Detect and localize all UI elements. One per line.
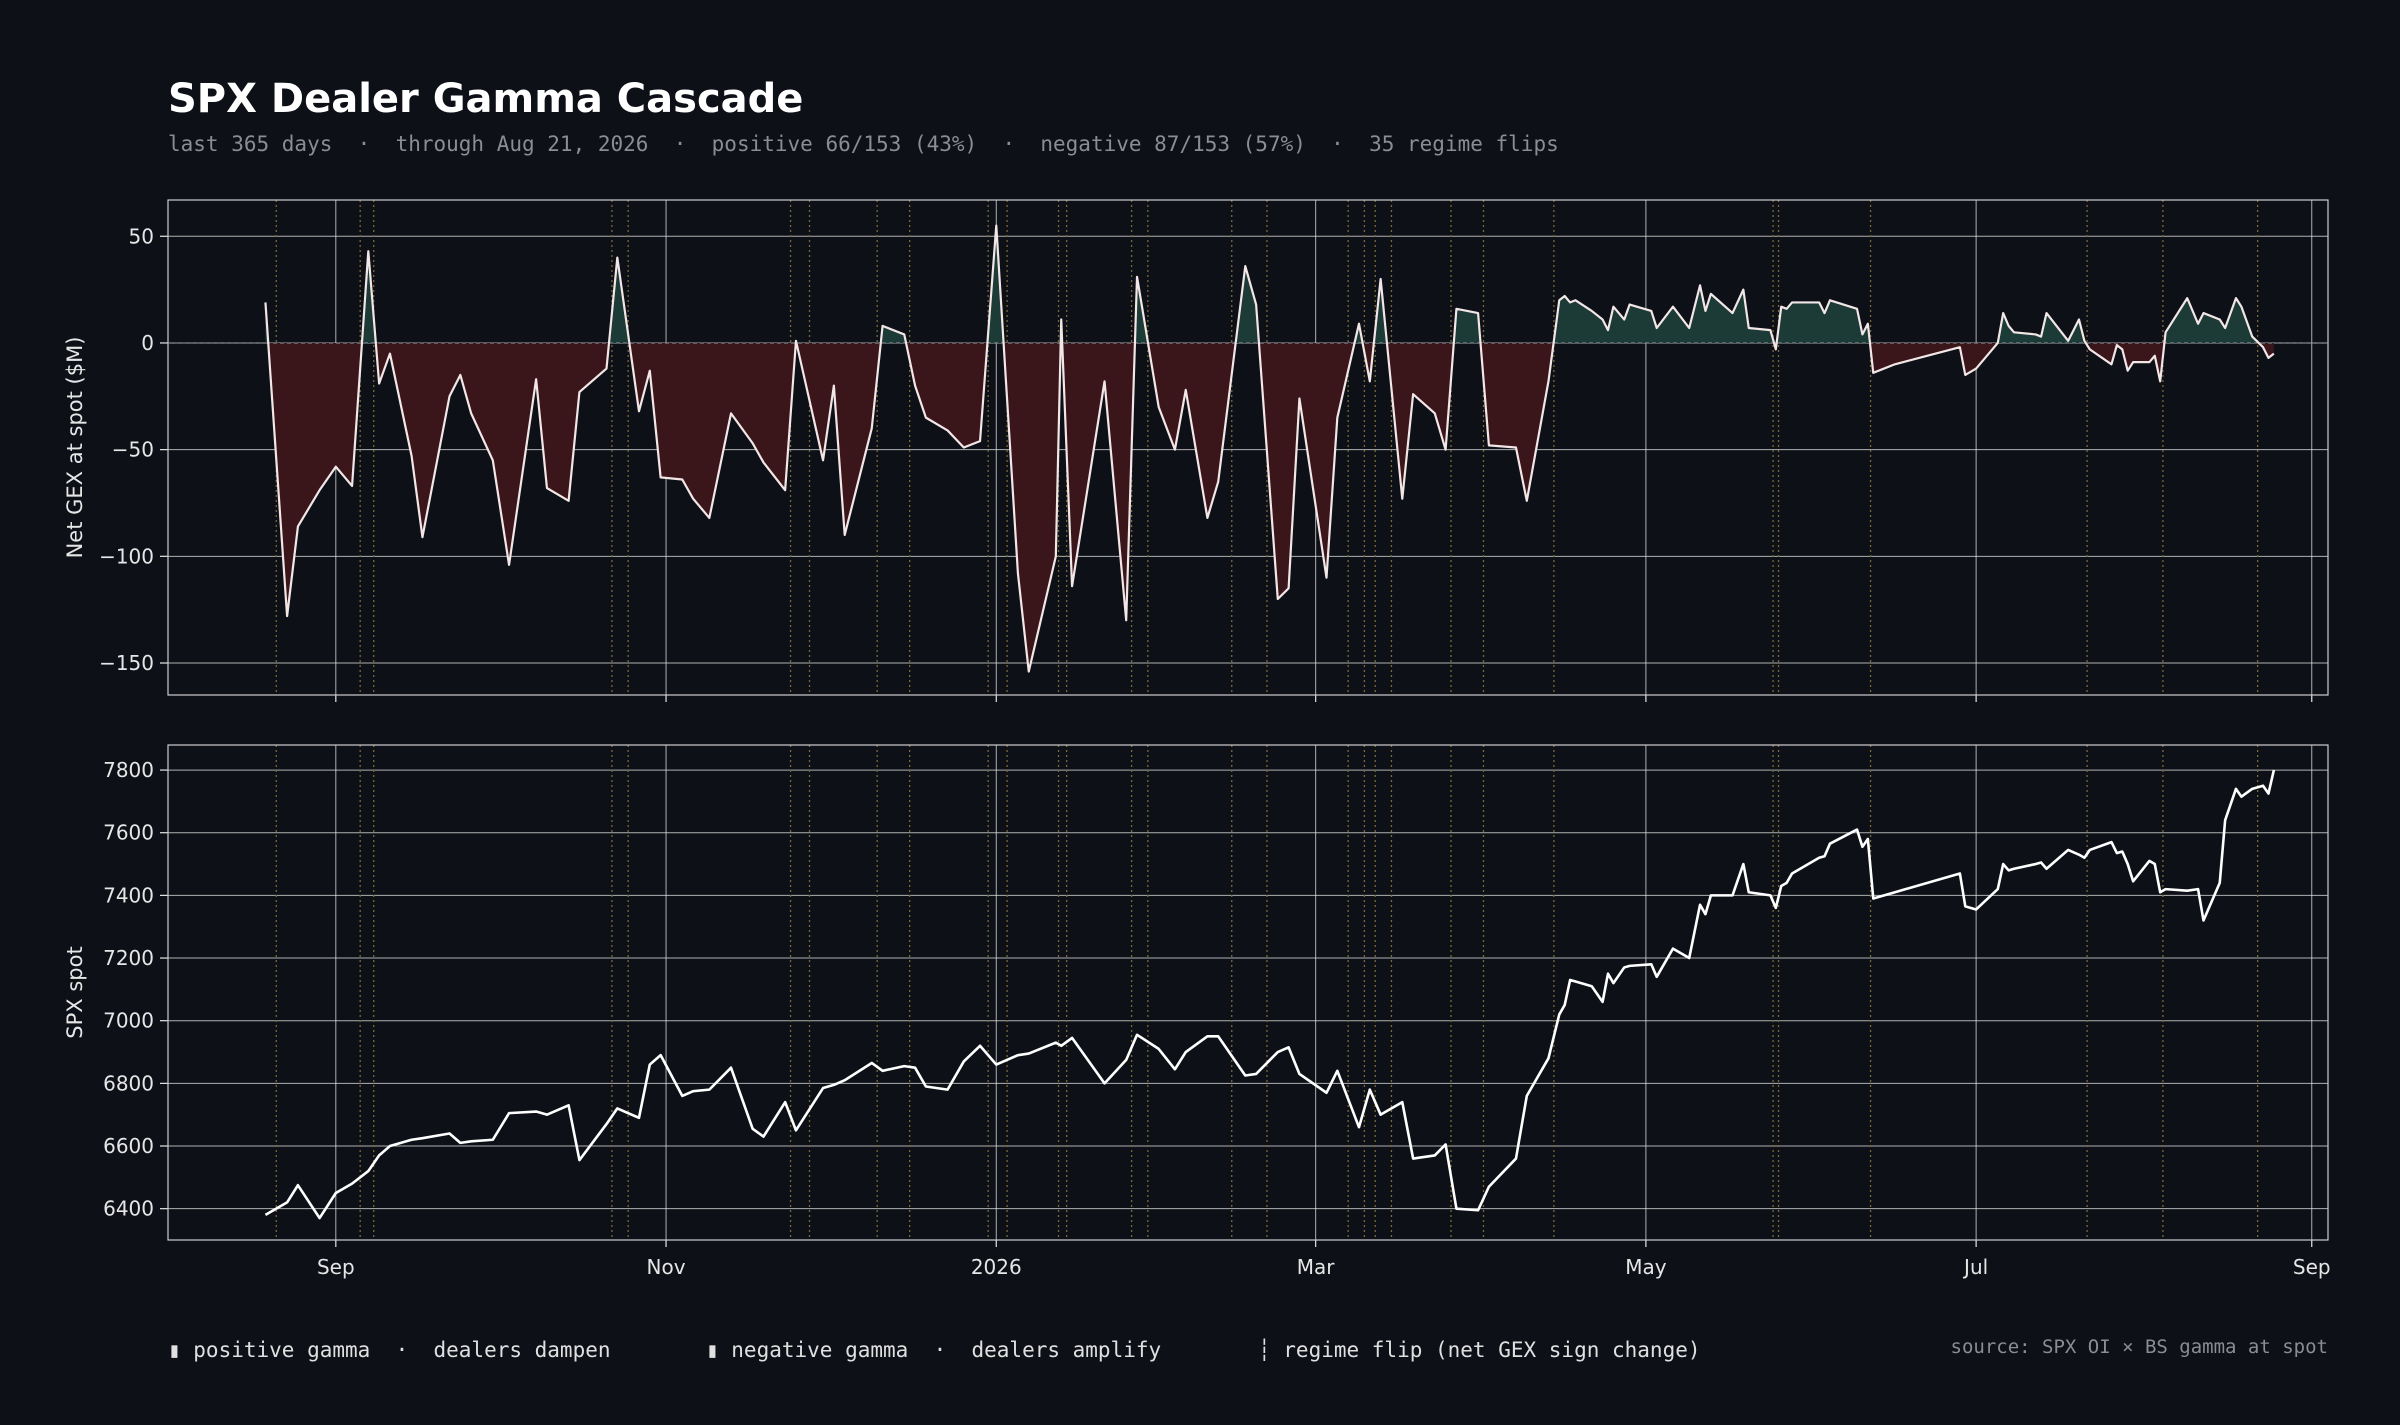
x-tick-label: Sep xyxy=(2293,1255,2331,1279)
x-tick-label: May xyxy=(1625,1255,1667,1279)
y-tick-label: 7600 xyxy=(103,821,154,845)
net-gex-series-line xyxy=(264,224,2275,673)
spot-frame xyxy=(167,744,2329,1241)
chart-title: SPX Dealer Gamma Cascade xyxy=(168,76,804,122)
y-tick-label: 7000 xyxy=(103,1009,154,1033)
spot-y-axis-label: SPX spot xyxy=(63,946,87,1038)
y-tick-label: 0 xyxy=(141,331,154,355)
x-tick-label: Jul xyxy=(1962,1255,1988,1279)
y-tick-label: 7400 xyxy=(103,883,154,907)
source-note: source: SPX OI × BS gamma at spot xyxy=(1950,1336,2329,1358)
positive-gamma-area xyxy=(265,225,2259,343)
spx-spot-series-line xyxy=(264,769,2276,1220)
y-tick-label: −100 xyxy=(99,544,154,568)
y-tick-label: 6800 xyxy=(103,1071,154,1095)
chart-subtitle: last 365 days · through Aug 21, 2026 · p… xyxy=(168,132,1559,156)
x-tick-label: Sep xyxy=(317,1255,355,1279)
y-tick-label: 7200 xyxy=(103,946,154,970)
gex-y-axis-label: Net GEX at spot ($M) xyxy=(63,337,87,559)
y-tick-label: 7800 xyxy=(103,758,154,782)
y-tick-label: 6400 xyxy=(103,1197,154,1221)
gex-panel: 50 0 −50 −100 −150 Net GEX at spot ($M) xyxy=(63,199,2329,702)
y-tick-label: 6600 xyxy=(103,1134,154,1158)
legend-positive-gamma: ▮ positive gamma · dealers dampen xyxy=(168,1338,611,1362)
y-tick-label: 50 xyxy=(129,224,154,248)
y-tick-label: −150 xyxy=(99,651,154,675)
spot-panel: 7800 7600 7400 7200 7000 6800 6600 6400 SPX spot… xyxy=(63,744,2331,1279)
x-tick-label: 2026 xyxy=(971,1255,1022,1279)
x-tick-label: Nov xyxy=(647,1255,686,1279)
legend-regime-flip: ┆ regime flip (net GEX sign change) xyxy=(1258,1338,1701,1362)
gex-frame xyxy=(167,199,2329,696)
x-tick-label: Mar xyxy=(1297,1255,1336,1279)
y-tick-label: −50 xyxy=(112,438,154,462)
legend-negative-gamma: ▮ negative gamma · dealers amplify xyxy=(706,1338,1162,1362)
